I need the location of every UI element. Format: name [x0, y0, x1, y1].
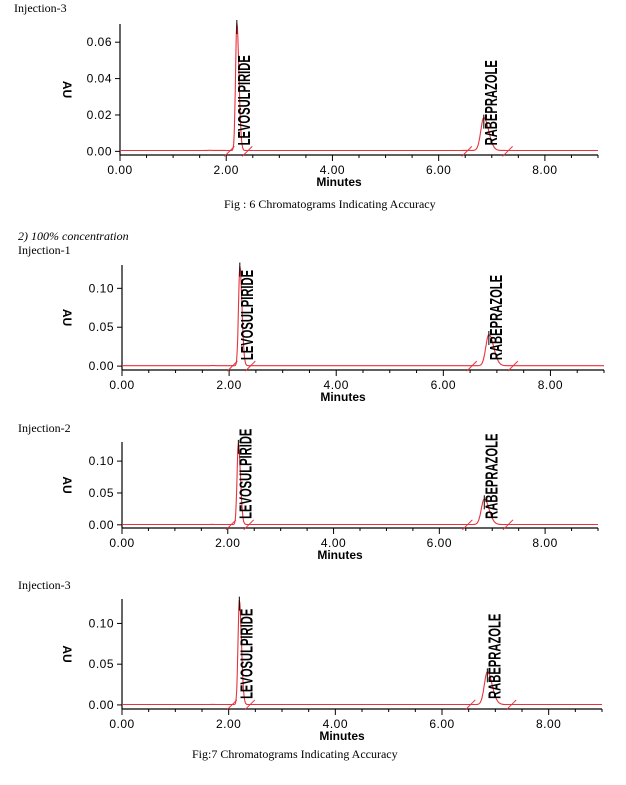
x-tick-label: 6.00	[431, 378, 456, 392]
peak-label: LEVOSULPIRIDE	[237, 428, 256, 518]
x-tick-label: 4.00	[321, 536, 346, 550]
integration-mark	[505, 699, 517, 711]
integration-mark	[244, 699, 256, 711]
x-tick-label: 8.00	[536, 717, 561, 731]
panel-title-4: Injection-3	[18, 578, 71, 592]
integration-mark	[224, 146, 235, 157]
chromatogram-chart-3: 0.00 0.05 0.10 0.00 2.00 4.00 6.00 8.00 Minutes A…	[60, 428, 599, 562]
x-tick-label: 6.00	[429, 717, 454, 731]
x-tick-label: 2.00	[214, 163, 239, 177]
x-tick-label: 0.00	[109, 717, 134, 731]
chromatogram-trace	[122, 600, 602, 706]
y-axis-label: AU	[60, 309, 74, 326]
x-tick-label: 4.00	[324, 378, 349, 392]
x-tick-label: 0.00	[109, 378, 134, 392]
x-axis-label: Minutes	[317, 548, 363, 562]
y-tick-label: 0.10	[89, 616, 114, 630]
integration-mark	[507, 360, 519, 372]
peak-label: LEVOSULPIRIDE	[238, 609, 257, 699]
figure-caption-7: Fig:7 Chromatograms Indicating Accuracy	[192, 747, 398, 761]
panel-title-2: Injection-1	[18, 243, 71, 257]
y-tick-label: 0.00	[89, 698, 114, 712]
chromatogram-chart-4: 0.00 0.05 0.10 0.00 2.00 4.00 6.00 8.00 Minutes A…	[60, 596, 603, 743]
integration-mark	[466, 360, 478, 372]
peak-label: RABEPRAZOLE	[483, 433, 502, 518]
section-heading: 2) 100% concentration	[18, 229, 129, 243]
y-tick-label: 0.00	[87, 144, 112, 158]
y-tick-label: 0.04	[87, 72, 112, 86]
x-tick-label: 8.00	[538, 378, 563, 392]
x-axis-label: Minutes	[319, 729, 365, 743]
x-tick-label: 6.00	[426, 163, 451, 177]
y-tick-label: 0.05	[89, 486, 114, 500]
x-tick-label: 2.00	[216, 378, 241, 392]
chromatogram-trace	[120, 23, 598, 152]
chromatogram-chart-2: 0.00 0.05 0.10 0.00 2.00 4.00 6.00 8.00 Minutes A…	[60, 262, 605, 404]
panel-title-1: Injection-3	[14, 1, 67, 15]
x-tick-label: 0.00	[107, 163, 132, 177]
y-tick-label: 0.10	[89, 281, 114, 295]
peak-label: RABEPRAZOLE	[486, 614, 505, 699]
integration-mark	[464, 699, 476, 711]
x-axis-label: Minutes	[316, 175, 362, 189]
y-tick-label: 0.05	[89, 320, 114, 334]
y-tick-label: 0.00	[89, 359, 114, 373]
x-tick-label: 8.00	[532, 163, 557, 177]
integration-mark	[226, 360, 238, 372]
integration-mark	[225, 519, 237, 531]
integration-mark	[226, 699, 238, 711]
x-axis-label: Minutes	[320, 390, 366, 404]
y-tick-label: 0.05	[89, 657, 114, 671]
x-tick-label: 8.00	[532, 536, 557, 550]
y-axis-label: AU	[60, 645, 74, 662]
y-tick-label: 0.06	[87, 35, 112, 49]
integration-mark	[243, 519, 255, 531]
panel-title-3: Injection-2	[18, 421, 71, 435]
y-tick-label: 0.02	[87, 108, 112, 122]
peak-label: LEVOSULPIRIDE	[236, 55, 255, 145]
integration-mark	[462, 519, 473, 531]
x-tick-label: 2.00	[216, 717, 241, 731]
peak-label: LEVOSULPIRIDE	[239, 270, 258, 360]
integration-mark	[461, 146, 473, 157]
y-tick-label: 0.10	[89, 454, 114, 468]
chromatogram-trace	[122, 266, 604, 367]
integration-mark	[502, 146, 513, 157]
y-axis-label: AU	[60, 81, 74, 98]
x-tick-label: 4.00	[323, 717, 348, 731]
x-tick-label: 0.00	[109, 536, 134, 550]
peak-label: RABEPRAZOLE	[483, 60, 502, 145]
y-tick-label: 0.00	[89, 518, 114, 532]
integration-mark	[244, 360, 256, 372]
integration-mark	[241, 146, 253, 157]
peak-label: RABEPRAZOLE	[488, 275, 507, 360]
chromatogram-trace	[122, 443, 598, 526]
chromatogram-chart-1: 0.00 0.02 0.04 0.06 0.00 2.00 4.00 6.00 8.00 Minu…	[60, 20, 599, 189]
x-tick-label: 4.00	[320, 163, 345, 177]
y-axis-label: AU	[60, 476, 74, 493]
integration-mark	[502, 519, 514, 531]
x-tick-label: 6.00	[427, 536, 452, 550]
figure-caption-6: Fig : 6 Chromatograms Indicating Accurac…	[224, 197, 436, 211]
x-tick-label: 2.00	[215, 536, 240, 550]
